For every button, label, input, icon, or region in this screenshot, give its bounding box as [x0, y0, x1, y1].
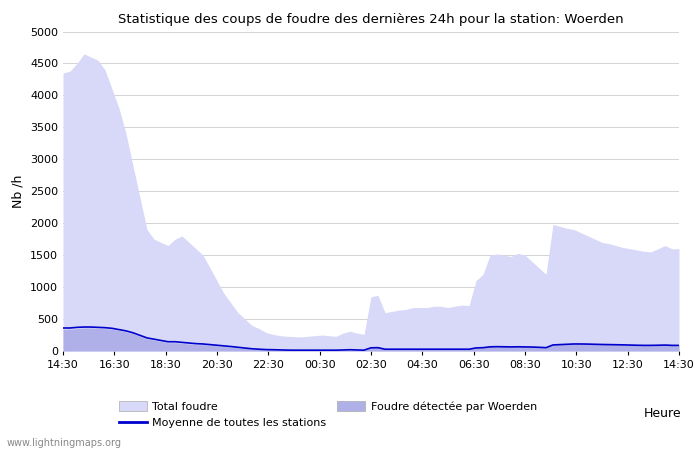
Legend: Total foudre, Moyenne de toutes les stations, Foudre détectée par Woerden: Total foudre, Moyenne de toutes les stat… — [119, 401, 537, 428]
Text: Heure: Heure — [644, 407, 682, 420]
Y-axis label: Nb /h: Nb /h — [11, 175, 25, 208]
Text: www.lightningmaps.org: www.lightningmaps.org — [7, 438, 122, 448]
Title: Statistique des coups de foudre des dernières 24h pour la station: Woerden: Statistique des coups de foudre des dern… — [118, 13, 624, 26]
